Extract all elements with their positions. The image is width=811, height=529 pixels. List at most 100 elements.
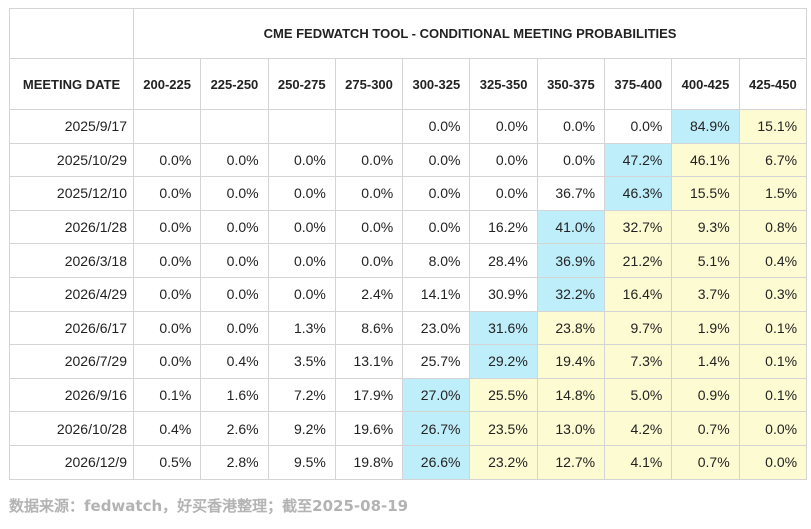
- probability-cell: 0.0%: [469, 176, 538, 211]
- probability-cell: 46.3%: [604, 176, 673, 211]
- table-row: 2025/10/29 0.0% 0.0% 0.0% 0.0% 0.0% 0.0% 0.0% 47…: [9, 142, 808, 178]
- probability-cell: 0.8%: [738, 209, 808, 245]
- title-row: CME FEDWATCH TOOL - CONDITIONAL MEETING …: [9, 8, 808, 59]
- table-row: 2026/12/9 0.5% 2.8% 9.5% 19.8% 26.6% 23.2% 12.7…: [9, 444, 808, 480]
- probability-cell: 13.1%: [334, 344, 404, 379]
- meeting-date-cell: 2026/12/9: [9, 444, 134, 480]
- probability-cell: 3.5%: [267, 344, 336, 379]
- probability-cell: 0.0%: [334, 142, 404, 178]
- probability-cell: 23.8%: [536, 310, 606, 346]
- probability-cell: 0.0%: [267, 176, 336, 211]
- probability-cell: 0.9%: [671, 377, 740, 413]
- probability-cell: 0.0%: [132, 209, 202, 245]
- probability-cell: 9.3%: [671, 209, 740, 245]
- probability-cell: 0.1%: [738, 310, 808, 346]
- probability-cell: 0.0%: [604, 109, 673, 144]
- probability-cell: 8.0%: [402, 243, 471, 278]
- probability-cell: 0.0%: [334, 209, 404, 245]
- probability-cell: 0.0%: [738, 444, 808, 480]
- probability-cell: 7.2%: [267, 377, 336, 413]
- column-header: 275-300: [334, 58, 404, 110]
- probability-cell: 0.0%: [267, 142, 336, 178]
- meeting-date-cell: 2026/4/29: [9, 276, 134, 312]
- meeting-date-cell: 2025/12/10: [9, 176, 134, 211]
- table-row: 2026/6/17 0.0% 0.0% 1.3% 8.6% 23.0% 31.6% 23.8%…: [9, 310, 808, 346]
- probability-cell: 25.5%: [469, 377, 538, 413]
- probability-cell: 9.2%: [267, 411, 336, 446]
- meeting-date-cell: 2025/10/29: [9, 142, 134, 178]
- probability-cell: 0.3%: [738, 276, 808, 312]
- probability-cell: 1.6%: [200, 377, 269, 413]
- probability-cell: 5.1%: [671, 243, 740, 278]
- probability-cell: 0.0%: [200, 276, 269, 312]
- probability-cell: 0.0%: [402, 176, 471, 211]
- corner-cell: [9, 8, 134, 59]
- probability-cell: 19.8%: [334, 444, 404, 480]
- table-row: 2025/12/10 0.0% 0.0% 0.0% 0.0% 0.0% 0.0% 36.7% 4…: [9, 176, 808, 211]
- probability-cell: 0.0%: [132, 344, 202, 379]
- meeting-date-cell: 2025/9/17: [9, 109, 134, 144]
- probability-cell: 36.9%: [536, 243, 606, 278]
- probability-cell: 0.0%: [469, 109, 538, 144]
- probability-cell: 0.4%: [738, 243, 808, 278]
- column-header: 225-250: [200, 58, 269, 110]
- probability-cell: 9.5%: [267, 444, 336, 480]
- probability-cell: 0.1%: [132, 377, 202, 413]
- column-header: 400-425: [671, 58, 740, 110]
- probability-cell: 26.7%: [402, 411, 471, 446]
- probability-cell: 1.9%: [671, 310, 740, 346]
- meeting-date-cell: 2026/10/28: [9, 411, 134, 446]
- probability-cell: 47.2%: [604, 142, 673, 178]
- column-header: 375-400: [604, 58, 673, 110]
- table-body: 2025/9/17 0.0% 0.0% 0.0% 0.0% 84.9% 15.1% 2025/…: [9, 109, 808, 480]
- probability-cell: 19.6%: [334, 411, 404, 446]
- column-header: 350-375: [536, 58, 606, 110]
- probability-cell: 17.9%: [334, 377, 404, 413]
- probability-cell: 0.4%: [132, 411, 202, 446]
- table-row: 2026/7/29 0.0% 0.4% 3.5% 13.1% 25.7% 29.2% 19.4…: [9, 344, 808, 379]
- probability-cell: 23.2%: [469, 444, 538, 480]
- probability-cell: [132, 109, 202, 144]
- probability-cell: 15.1%: [738, 109, 808, 144]
- probability-cell: 2.8%: [200, 444, 269, 480]
- probability-cell: 0.0%: [132, 243, 202, 278]
- probability-cell: 26.6%: [402, 444, 471, 480]
- column-header: 300-325: [402, 58, 471, 110]
- column-header: 200-225: [132, 58, 202, 110]
- probability-cell: 0.0%: [200, 209, 269, 245]
- meeting-date-cell: 2026/3/18: [9, 243, 134, 278]
- probability-cell: 9.7%: [604, 310, 673, 346]
- source-note: 数据来源：fedwatch，好买香港整理；截至2025-08-19: [9, 497, 409, 515]
- probability-cell: 0.0%: [536, 109, 606, 144]
- probability-cell: 23.5%: [469, 411, 538, 446]
- meeting-date-cell: 2026/6/17: [9, 310, 134, 346]
- probability-cell: 0.0%: [132, 276, 202, 312]
- probability-cell: 0.0%: [536, 142, 606, 178]
- probability-cell: 0.0%: [334, 176, 404, 211]
- meeting-date-cell: 2026/1/28: [9, 209, 134, 245]
- probability-cell: 31.6%: [469, 310, 538, 346]
- probability-cell: 12.7%: [536, 444, 606, 480]
- probability-cell: 4.2%: [604, 411, 673, 446]
- probability-cell: 0.7%: [671, 411, 740, 446]
- probability-cell: 16.4%: [604, 276, 673, 312]
- probability-cell: 2.4%: [334, 276, 404, 312]
- probability-cell: 0.0%: [132, 310, 202, 346]
- probability-cell: 0.0%: [267, 276, 336, 312]
- probability-cell: 0.0%: [469, 142, 538, 178]
- probability-cell: 14.1%: [402, 276, 471, 312]
- probability-cell: 41.0%: [536, 209, 606, 245]
- probability-cell: 0.0%: [200, 243, 269, 278]
- probability-cell: 3.7%: [671, 276, 740, 312]
- probability-cell: 0.0%: [200, 310, 269, 346]
- probability-cell: 0.0%: [402, 142, 471, 178]
- probability-cell: 7.3%: [604, 344, 673, 379]
- table-row: 2026/1/28 0.0% 0.0% 0.0% 0.0% 0.0% 16.2% 41.0% 3…: [9, 209, 808, 245]
- column-header: 325-350: [469, 58, 538, 110]
- probability-cell: 46.1%: [671, 142, 740, 178]
- probability-cell: 0.0%: [132, 142, 202, 178]
- column-header-row: MEETING DATE 200-225 225-250 250-275 275-30…: [9, 58, 808, 110]
- probability-cell: 28.4%: [469, 243, 538, 278]
- probability-cell: 32.2%: [536, 276, 606, 312]
- probability-table: CME FEDWATCH TOOL - CONDITIONAL MEETING …: [9, 8, 808, 480]
